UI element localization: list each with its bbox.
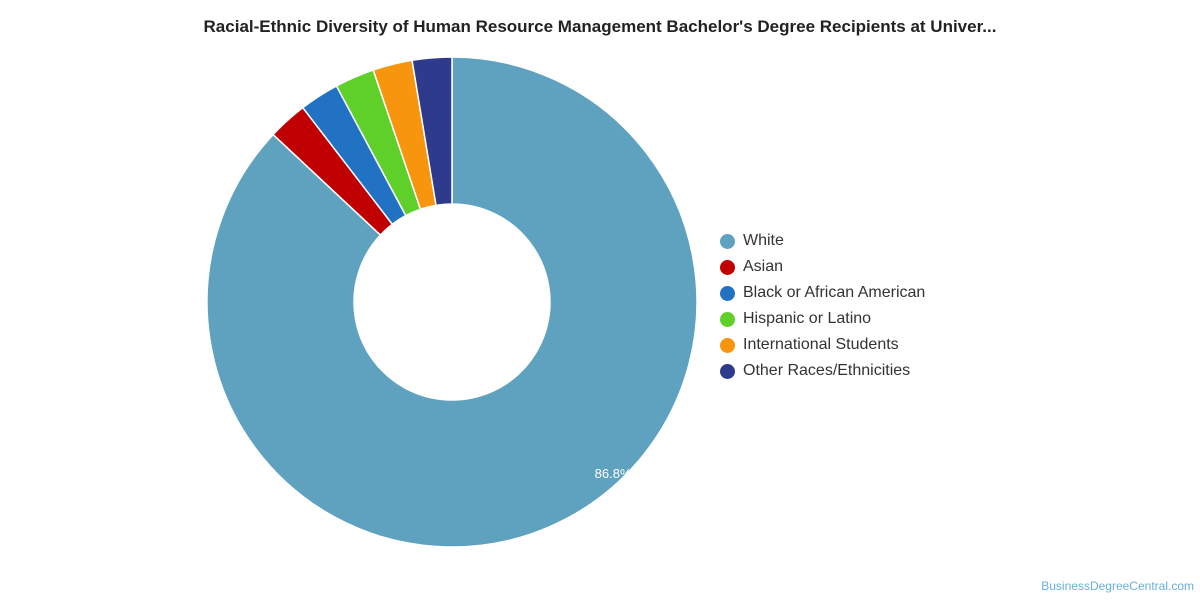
legend-item-hispanic-or-latino[interactable]: Hispanic or Latino — [720, 306, 925, 332]
legend-label: International Students — [743, 336, 899, 353]
legend: White Asian Black or African American Hispa… — [720, 228, 925, 384]
slice-white[interactable] — [206, 56, 698, 548]
watermark: BusinessDegreeCentral.com — [1041, 579, 1194, 593]
legend-item-white[interactable]: White — [720, 228, 925, 254]
legend-label: Asian — [743, 258, 784, 275]
legend-item-asian[interactable]: Asian — [720, 254, 925, 280]
legend-label: White — [743, 232, 784, 249]
legend-swatch-icon — [720, 363, 735, 379]
legend-swatch-icon — [720, 285, 735, 301]
legend-swatch-icon — [720, 233, 735, 249]
legend-label: Other Races/Ethnicities — [743, 362, 911, 379]
legend-swatch-icon — [720, 337, 735, 353]
legend-swatch-icon — [720, 311, 735, 327]
slice-other-races-ethnicities[interactable] — [411, 56, 453, 207]
legend-item-international-students[interactable]: International Students — [720, 332, 925, 358]
legend-item-black-or-african-american[interactable]: Black or African American — [720, 280, 925, 306]
legend-swatch-icon — [720, 259, 735, 275]
chart-title: Racial-Ethnic Diversity of Human Resourc… — [203, 17, 997, 36]
data-label-white: 86.8% — [595, 466, 632, 481]
legend-item-other-races-ethnicities[interactable]: Other Races/Ethnicities — [720, 358, 925, 384]
legend-label: Hispanic or Latino — [743, 310, 872, 327]
legend-label: Black or African American — [743, 284, 926, 301]
